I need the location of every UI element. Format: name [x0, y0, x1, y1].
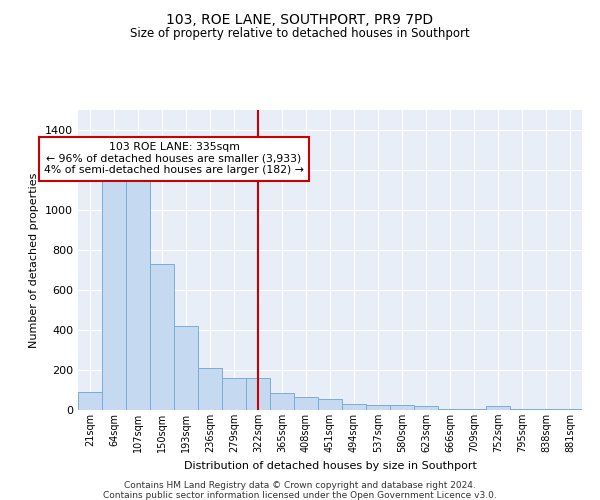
- Y-axis label: Number of detached properties: Number of detached properties: [29, 172, 40, 348]
- Bar: [366, 405, 390, 410]
- Text: Size of property relative to detached houses in Southport: Size of property relative to detached ho…: [130, 28, 470, 40]
- Bar: [486, 406, 510, 410]
- Bar: [150, 264, 174, 410]
- Bar: [78, 392, 102, 410]
- Text: 103 ROE LANE: 335sqm
← 96% of detached houses are smaller (3,933)
4% of semi-det: 103 ROE LANE: 335sqm ← 96% of detached h…: [44, 142, 304, 175]
- X-axis label: Distribution of detached houses by size in Southport: Distribution of detached houses by size …: [184, 460, 476, 470]
- Bar: [198, 368, 222, 410]
- Bar: [462, 409, 486, 410]
- Bar: [270, 393, 294, 410]
- Bar: [438, 409, 462, 410]
- Text: Contains HM Land Registry data © Crown copyright and database right 2024.: Contains HM Land Registry data © Crown c…: [124, 481, 476, 490]
- Bar: [390, 405, 414, 410]
- Bar: [174, 326, 198, 410]
- Bar: [318, 399, 342, 410]
- Bar: [222, 378, 246, 410]
- Bar: [342, 404, 366, 410]
- Bar: [126, 180, 150, 410]
- Bar: [534, 409, 558, 410]
- Bar: [246, 378, 270, 410]
- Bar: [414, 406, 438, 410]
- Bar: [510, 409, 534, 410]
- Text: Contains public sector information licensed under the Open Government Licence v3: Contains public sector information licen…: [103, 491, 497, 500]
- Text: 103, ROE LANE, SOUTHPORT, PR9 7PD: 103, ROE LANE, SOUTHPORT, PR9 7PD: [166, 12, 434, 26]
- Bar: [294, 397, 318, 410]
- Bar: [558, 409, 582, 410]
- Bar: [102, 177, 126, 410]
